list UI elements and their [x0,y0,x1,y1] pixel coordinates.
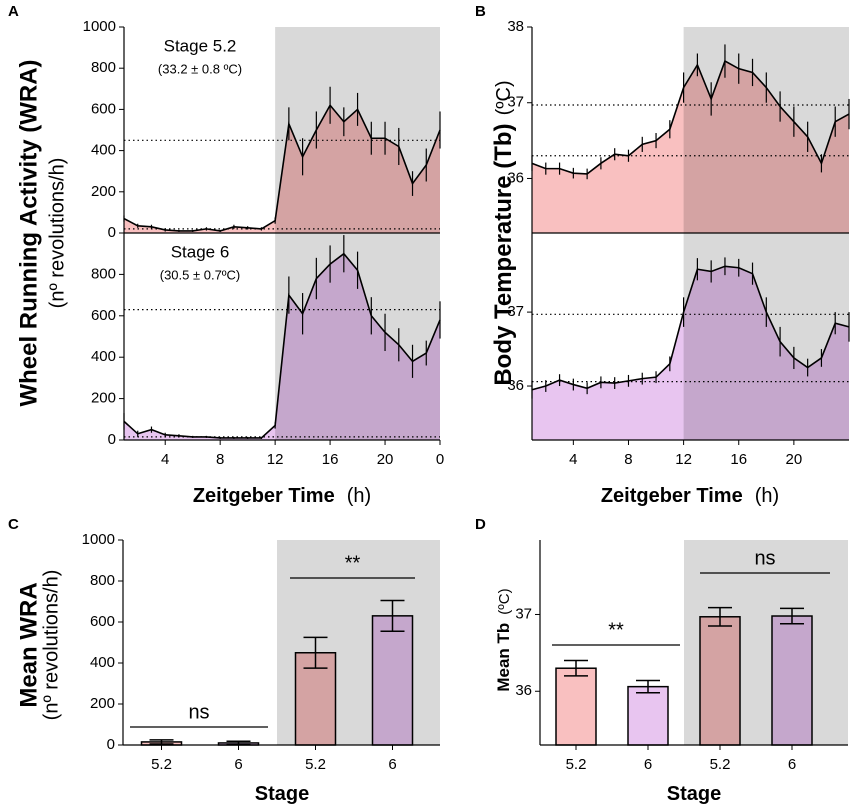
bar [699,616,741,746]
significance-label: ** [608,619,624,641]
y-tick-label: 37 [515,605,532,622]
stage-label: Stage 5.2 [164,36,237,55]
y-tick-label: 1000 [82,531,115,548]
bar [771,615,813,746]
night-shading [683,233,849,440]
y-tick-label: 800 [91,265,116,282]
panel-label: B [475,3,486,20]
stage-label: Stage 6 [171,242,230,261]
x-tick-label: 5.2 [305,756,326,773]
x-tick-label: 4 [569,451,577,468]
bar [627,685,669,746]
night-shading [684,540,848,745]
data-line [123,252,441,439]
stage-temperature: (33.2 ± 0.8 ºC) [158,61,242,76]
x-tick-label: 8 [624,451,632,468]
night-shading [275,27,440,233]
x-axis-label-main: Zeitgeber Time [193,485,335,507]
y-tick-label: 36 [507,169,524,186]
y-tick-label: 400 [90,654,115,671]
x-tick-label: 0 [436,451,444,468]
x-axis-label: Zeitgeber Time (h) [193,485,371,507]
data-line [123,103,441,232]
x-tick-label: 8 [216,451,224,468]
x-axis-label-main: Stage [667,783,721,805]
x-axis-label: Zeitgeber Time (h) [601,485,779,507]
panel-label: A [8,3,19,20]
night-shading [683,27,849,233]
data-line [531,265,850,391]
y-tick-label: 38 [507,18,524,35]
x-axis-unit: (h) [755,485,779,507]
area [532,266,849,440]
y-tick-label: 800 [91,59,116,76]
y-tick-label: 200 [90,695,115,712]
y-axis-unit: (ºC) [493,80,515,115]
stage-temperature: (30.5 ± 0.7ºC) [160,267,241,282]
x-axis-label: Stage [255,783,309,805]
night-shading [277,540,440,745]
x-tick-label: 6 [234,756,242,773]
y-tick-label: 800 [90,572,115,589]
y-tick-label: 200 [91,183,116,200]
x-tick-label: 5.2 [151,756,172,773]
y-tick-label: 36 [515,682,532,699]
y-tick-label: 400 [91,348,116,365]
x-tick-label: 12 [267,451,284,468]
x-axis-label: Stage [667,783,721,805]
x-axis-label-main: Zeitgeber Time [601,485,743,507]
y-tick-label: 600 [91,100,116,117]
y-axis-label: Body Temperature (Tb) (ºC) [490,80,517,385]
x-tick-label: 16 [730,451,747,468]
y-axis-unit: (nº revolutions/h) [40,570,62,721]
x-axis-unit: (h) [347,485,371,507]
area [532,61,849,233]
x-tick-label: 6 [644,756,652,773]
y-tick-label: 36 [507,377,524,394]
y-axis-label: Mean WRA [15,582,42,707]
y-tick-label: 0 [108,224,116,241]
y-tick-label: 37 [507,94,524,111]
x-axis-label-main: Stage [255,783,309,805]
bar [555,667,597,746]
y-tick-label: 1000 [83,18,116,35]
y-tick-label: 37 [507,303,524,320]
significance-label: ns [754,547,775,569]
x-tick-label: 6 [788,756,796,773]
y-axis-label-main: Mean Tb [494,623,513,692]
significance-label: ns [188,701,209,723]
area [124,253,440,440]
y-tick-label: 0 [108,431,116,448]
y-tick-label: 600 [90,613,115,630]
y-axis-label: Mean Tb (ºC) [494,588,513,691]
x-tick-label: 6 [388,756,396,773]
significance-label: ** [345,552,361,574]
y-tick-label: 200 [91,390,116,407]
y-axis-unit: (nº revolutions/h) [46,158,68,309]
x-tick-label: 5.2 [566,756,587,773]
area [124,105,440,233]
y-axis-label: Wheel Running Activity (WRA) [15,59,42,406]
y-tick-label: 600 [91,307,116,324]
x-tick-label: 12 [675,451,692,468]
x-tick-label: 16 [322,451,339,468]
y-tick-label: 400 [91,142,116,159]
bar [371,615,414,746]
x-tick-label: 5.2 [710,756,731,773]
data-line [531,59,850,175]
panel-label: C [8,516,19,533]
y-axis-label-main: Body Temperature (Tb) [490,123,517,385]
y-tick-label: 0 [107,736,115,753]
x-tick-label: 4 [161,451,169,468]
panel-label: D [475,516,486,533]
x-tick-label: 20 [377,451,394,468]
y-axis-unit: (ºC) [496,588,513,614]
x-tick-label: 20 [786,451,803,468]
